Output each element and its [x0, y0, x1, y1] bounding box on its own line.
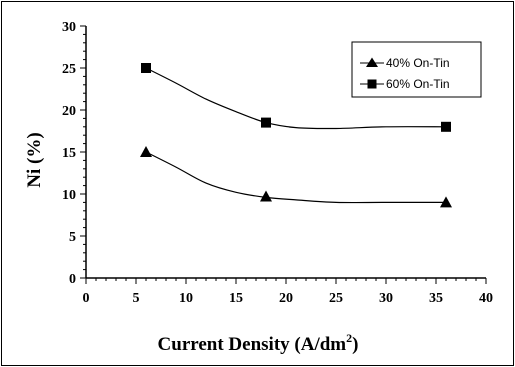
x-axis-title-suffix: )	[352, 334, 358, 355]
y-tick-label: 5	[69, 230, 76, 245]
legend-marker-square	[367, 79, 377, 89]
legend-label-1: 40% On-Tin	[386, 56, 450, 70]
x-tick-label: 30	[379, 291, 393, 306]
data-point-triangle	[260, 190, 272, 202]
x-tick-label: 0	[83, 291, 90, 306]
x-tick-labels: 0 5 10 15 20 25 30 35 40	[83, 291, 494, 306]
x-tick-label: 25	[329, 291, 343, 306]
x-tick-label: 10	[179, 291, 193, 306]
series-layer	[140, 63, 452, 208]
x-tick-label: 15	[229, 291, 243, 306]
legend: 40% On-Tin 60% On-Tin	[351, 41, 482, 98]
data-point-square	[261, 117, 271, 128]
y-tick-labels: 0 5 10 15 20 25 30	[62, 20, 76, 287]
y-axis-title: Ni (%)	[24, 132, 45, 187]
x-axis-title: Current Density (A/dm2)	[158, 331, 359, 355]
y-tick-label: 0	[69, 272, 76, 287]
y-tick-label: 20	[62, 104, 76, 119]
data-point-square	[441, 121, 451, 132]
y-tick-label: 25	[62, 62, 76, 77]
x-axis-title-superscript: 2	[346, 331, 352, 345]
x-axis-title-main: Current Density (A/dm	[158, 334, 347, 355]
x-tick-label: 35	[429, 291, 443, 306]
data-point-triangle	[440, 196, 452, 208]
legend-label-2: 60% On-Tin	[386, 77, 450, 91]
y-tick-label: 30	[62, 20, 76, 35]
x-tick-label: 40	[479, 291, 493, 306]
y-tick-label: 15	[62, 146, 76, 161]
plot-area: 0 5 10 15 20 25 30 0 5 10 15 20 25 30 35 40	[62, 20, 493, 306]
data-point-square	[141, 63, 151, 73]
data-point-triangle	[140, 146, 152, 157]
x-tick-label: 20	[279, 291, 293, 306]
legend-marker-triangle	[366, 57, 378, 67]
x-tick-label: 5	[133, 291, 140, 306]
y-tick-label: 10	[62, 188, 76, 203]
